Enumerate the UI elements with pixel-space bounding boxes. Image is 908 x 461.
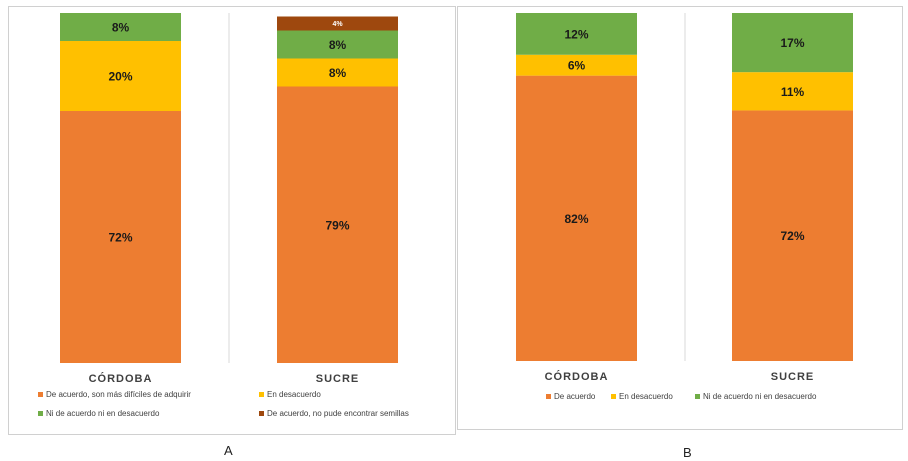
- bar-segment-a-1-3: [277, 16, 398, 31]
- bar-segment-a-1-2: [277, 30, 398, 59]
- data-label-b-0-2: 12%: [564, 27, 588, 41]
- legend-swatch-b-0: [546, 394, 551, 399]
- data-label-a-0-0: 72%: [108, 231, 132, 245]
- bar-segment-b-1-2: [732, 13, 853, 73]
- bar-segment-a-1-1: [277, 58, 398, 87]
- legend-label-a-2: Ni de acuerdo ni en desacuerdo: [46, 409, 160, 418]
- data-label-a-0-2: 8%: [112, 21, 130, 35]
- legend-label-a-3: De acuerdo, no pude encontrar semillas: [267, 409, 409, 418]
- category-label-a-1: SUCRE: [316, 373, 360, 385]
- legend-label-b-0: De acuerdo: [554, 392, 596, 401]
- bar-segment-b-1-1: [732, 72, 853, 111]
- legend-swatch-a-1: [259, 392, 264, 397]
- bar-segment-b-0-1: [516, 54, 637, 76]
- data-label-a-0-1: 20%: [108, 70, 132, 84]
- legend-swatch-a-0: [38, 392, 43, 397]
- bar-segment-b-0-0: [516, 75, 637, 361]
- category-label-a-0: CÓRDOBA: [89, 372, 153, 385]
- legend-label-a-1: En desacuerdo: [267, 390, 321, 399]
- panel-letter-b: B: [683, 445, 692, 460]
- data-label-b-0-0: 82%: [564, 212, 588, 226]
- data-label-a-1-1: 8%: [329, 66, 347, 80]
- data-label-b-0-1: 6%: [568, 59, 586, 73]
- data-label-a-1-0: 79%: [325, 218, 349, 232]
- legend-swatch-a-3: [259, 411, 264, 416]
- bar-segment-b-1-0: [732, 110, 853, 361]
- data-label-b-1-2: 17%: [780, 36, 804, 50]
- legend-label-a-0: De acuerdo, son más difíciles de adquiri…: [46, 390, 191, 399]
- bar-segment-a-1-0: [277, 86, 398, 363]
- legend-swatch-a-2: [38, 411, 43, 416]
- bar-segment-a-0-2: [60, 13, 181, 41]
- data-label-a-1-2: 8%: [329, 38, 347, 52]
- data-label-b-1-1: 11%: [781, 85, 805, 99]
- bar-segment-a-0-1: [60, 41, 181, 111]
- legend-label-b-1: En desacuerdo: [619, 392, 673, 401]
- legend-swatch-b-1: [611, 394, 616, 399]
- bar-segment-a-0-0: [60, 111, 181, 363]
- data-label-a-1-3: 4%: [332, 21, 343, 28]
- panel-letter-a: A: [224, 443, 233, 458]
- data-label-b-1-0: 72%: [780, 229, 804, 243]
- legend-swatch-b-2: [695, 394, 700, 399]
- bar-segment-b-0-2: [516, 13, 637, 55]
- category-label-b-1: SUCRE: [771, 371, 815, 383]
- legend-label-b-2: Ni de acuerdo ni en desacuerdo: [703, 392, 817, 401]
- category-label-b-0: CÓRDOBA: [545, 370, 609, 383]
